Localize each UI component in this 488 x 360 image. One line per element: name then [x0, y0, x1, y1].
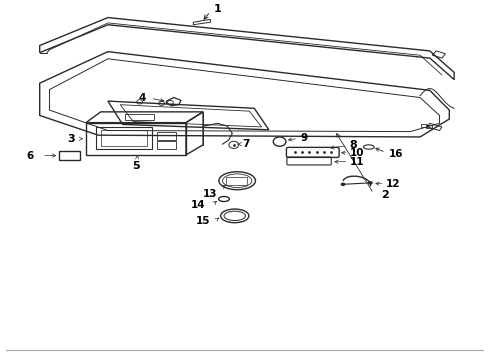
Text: 9: 9	[300, 134, 307, 143]
Circle shape	[367, 181, 372, 185]
Text: 14: 14	[190, 200, 205, 210]
Text: 1: 1	[213, 4, 221, 14]
Text: 16: 16	[388, 149, 403, 159]
Text: 11: 11	[349, 157, 364, 167]
Text: 10: 10	[349, 148, 364, 158]
Text: 8: 8	[348, 140, 356, 150]
Text: 4: 4	[138, 93, 146, 103]
Text: 2: 2	[380, 190, 388, 201]
Circle shape	[340, 183, 345, 186]
Text: 7: 7	[242, 139, 249, 149]
Text: 5: 5	[132, 161, 140, 171]
Text: 6: 6	[26, 150, 34, 161]
Text: 3: 3	[67, 134, 75, 144]
Text: 13: 13	[203, 189, 217, 199]
Text: 12: 12	[385, 179, 400, 189]
Text: 15: 15	[196, 216, 210, 226]
